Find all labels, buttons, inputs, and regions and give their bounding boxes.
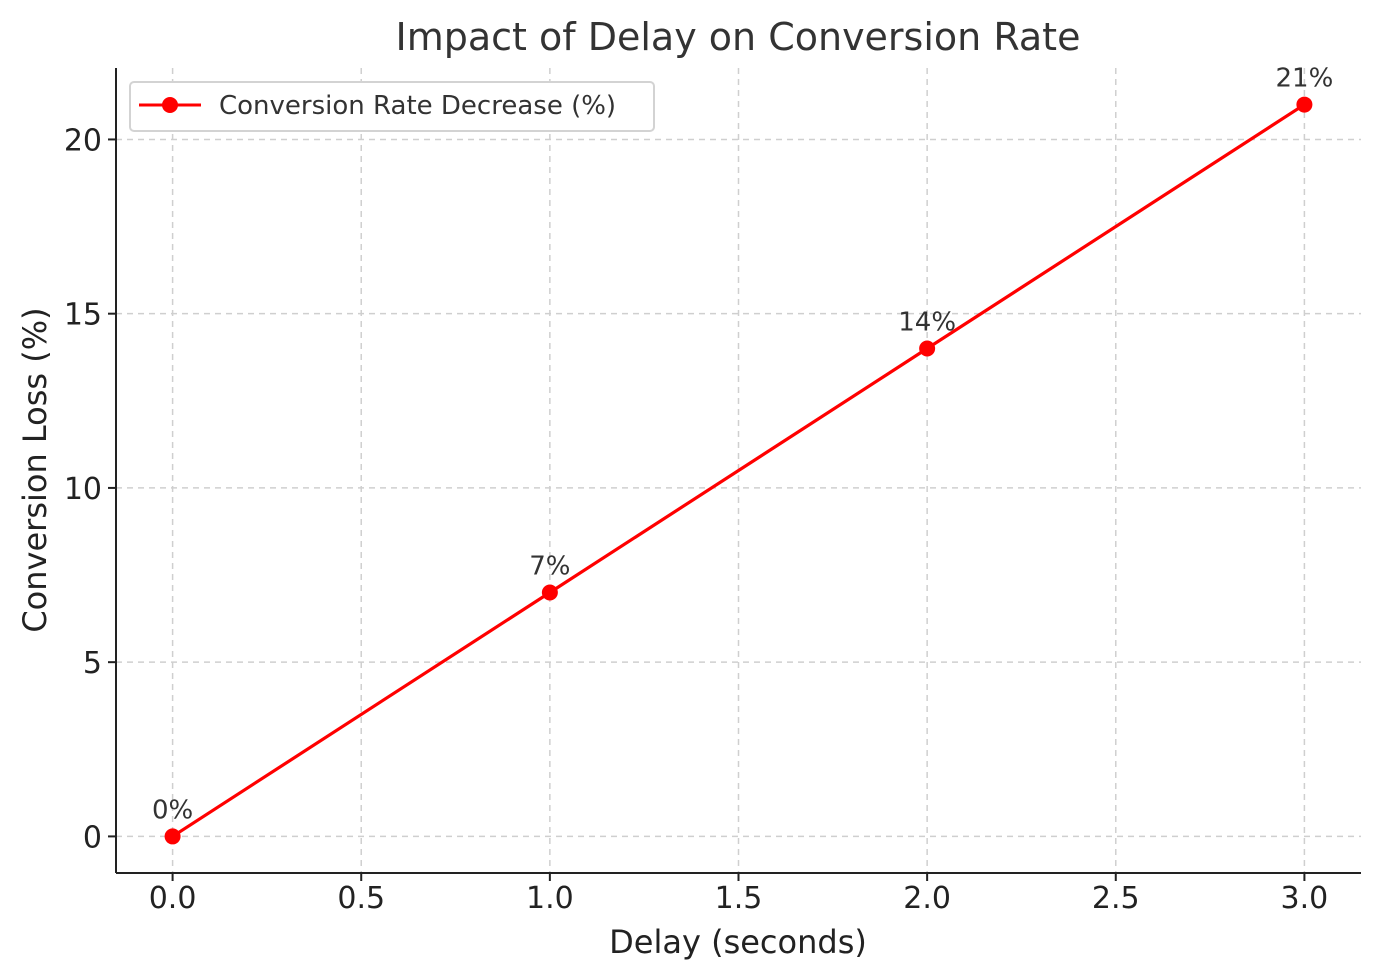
data-point (541, 584, 558, 601)
series-line (170, 102, 1307, 839)
x-tick-label: 2.5 (1092, 881, 1140, 916)
x-tick-label: 3.0 (1281, 881, 1329, 916)
y-axis-label: Conversion Loss (%) (16, 307, 54, 632)
x-tick-label: 0.5 (337, 881, 385, 916)
legend-label: Conversion Rate Decrease (%) (219, 91, 616, 121)
legend-marker (162, 97, 178, 113)
data-label: 14% (898, 308, 956, 338)
data-label: 7% (529, 551, 570, 581)
x-axis-ticks: 0.0 0.5 1.0 1.5 2.0 2.5 3.0 (149, 873, 1329, 916)
y-tick-label: 15 (64, 298, 102, 333)
x-tick-label: 0.0 (149, 881, 197, 916)
y-tick-label: 5 (83, 646, 102, 681)
chart-title: Impact of Delay on Conversion Rate (396, 15, 1081, 59)
legend-box (129, 81, 655, 132)
legend: Conversion Rate Decrease (%) (129, 81, 655, 132)
data-point (164, 828, 181, 845)
y-tick-label: 10 (64, 472, 102, 507)
data-label: 0% (152, 795, 193, 825)
x-axis-label: Delay (seconds) (609, 923, 867, 961)
data-label: 21% (1276, 64, 1334, 94)
x-tick-label: 1.5 (715, 881, 763, 916)
data-point (1296, 96, 1313, 113)
y-tick-label: 20 (64, 123, 102, 158)
y-axis-ticks: 0 5 10 15 20 (64, 123, 116, 855)
x-tick-label: 2.0 (903, 881, 951, 916)
y-tick-label: 0 (83, 820, 102, 855)
grid (116, 68, 1361, 873)
series-layer (164, 96, 1313, 845)
x-tick-label: 1.0 (526, 881, 574, 916)
data-labels: 0% 7% 14% 21% (152, 64, 1333, 826)
data-point (919, 340, 936, 357)
